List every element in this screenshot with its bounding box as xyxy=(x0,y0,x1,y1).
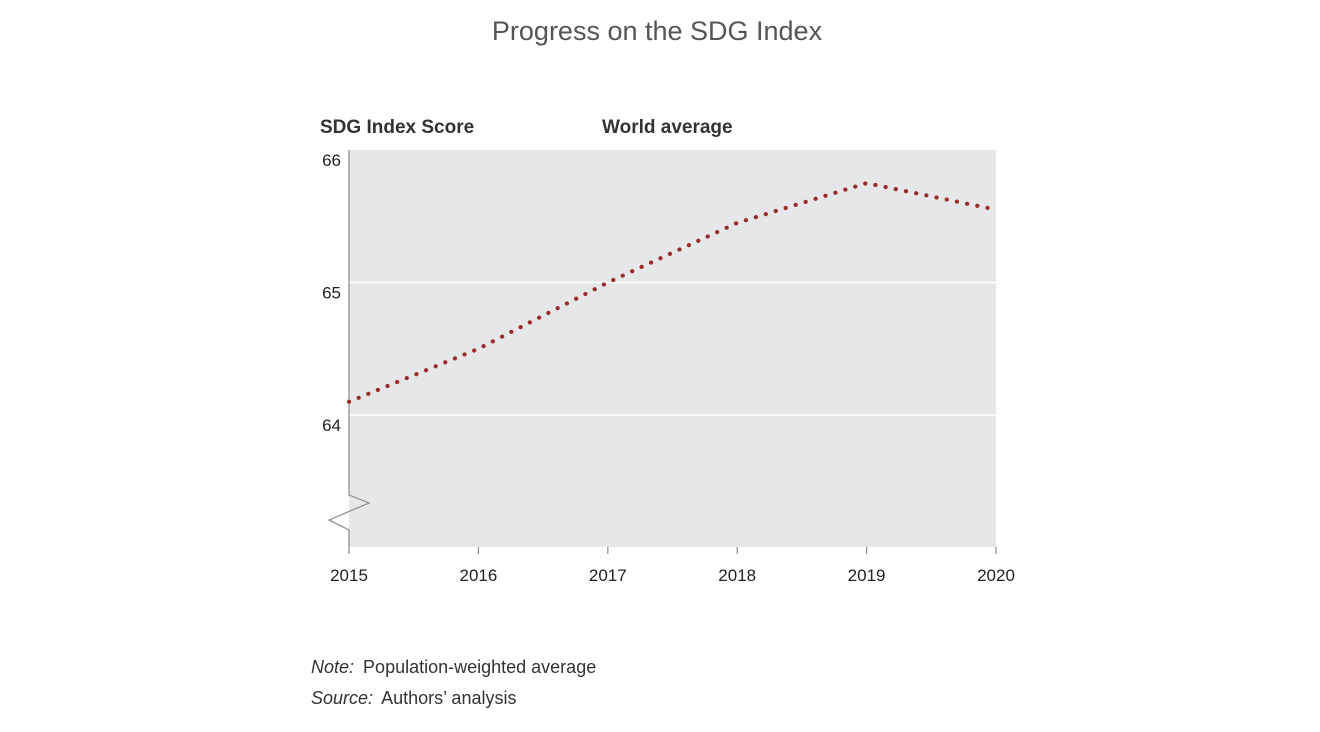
chart-title: Progress on the SDG Index xyxy=(492,16,823,46)
note-text: Population-weighted average xyxy=(363,657,596,677)
note-line: Note: Population-weighted average xyxy=(311,657,596,677)
y-tick-label-65: 65 xyxy=(322,284,341,303)
plot-background xyxy=(349,150,996,547)
x-tick-label-2019: 2019 xyxy=(848,566,886,585)
x-axis-tick-labels: 2015 2016 2017 2018 2019 2020 xyxy=(330,566,1015,585)
y-tick-label-66: 66 xyxy=(322,151,341,170)
source-label: Source: xyxy=(311,688,373,708)
y-axis-line xyxy=(327,150,371,547)
x-tick-label-2018: 2018 xyxy=(718,566,756,585)
x-tick-label-2016: 2016 xyxy=(459,566,497,585)
y-tick-label-64: 64 xyxy=(322,416,341,435)
series-line-world-average xyxy=(346,180,999,404)
gridlines xyxy=(349,281,996,416)
x-tick-label-2015: 2015 xyxy=(330,566,368,585)
series-label: World average xyxy=(602,117,733,138)
note-label: Note: xyxy=(311,657,354,677)
x-tick-label-2020: 2020 xyxy=(977,566,1015,585)
x-tick-label-2017: 2017 xyxy=(589,566,627,585)
y-axis-tick-labels: 64 65 66 xyxy=(322,151,341,435)
source-line: Source: Authors’ analysis xyxy=(311,688,516,708)
series-layer xyxy=(346,180,999,404)
y-axis-label: SDG Index Score xyxy=(320,117,474,138)
x-axis-ticks xyxy=(348,547,997,554)
source-text: Authors’ analysis xyxy=(381,688,516,708)
